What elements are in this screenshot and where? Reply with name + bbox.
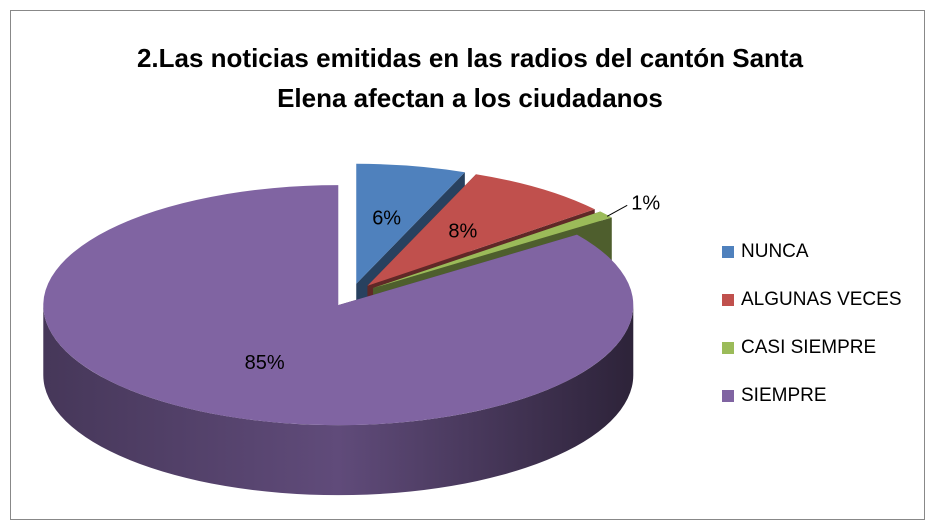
slice — [367, 174, 595, 286]
legend-swatch — [722, 294, 734, 306]
legend-label: ALGUNAS VECES — [741, 289, 902, 310]
chart-title: 2.Las noticias emitidas en las radios de… — [136, 43, 804, 113]
legend-label: SIEMPRE — [741, 385, 827, 406]
legend-swatch — [722, 246, 734, 258]
leader-line — [606, 204, 628, 217]
data-label: 8% — [448, 221, 477, 243]
slice — [43, 185, 634, 426]
slice-side — [43, 305, 634, 496]
legend-swatch — [722, 390, 734, 402]
slice — [356, 163, 465, 284]
data-label: 1% — [631, 193, 660, 215]
data-label: 6% — [372, 207, 401, 229]
data-label: 85% — [245, 352, 285, 374]
slice — [373, 211, 612, 289]
legend-swatch — [722, 342, 734, 354]
legend-label: CASI SIEMPRE — [741, 337, 876, 358]
legend-label: NUNCA — [741, 241, 809, 262]
